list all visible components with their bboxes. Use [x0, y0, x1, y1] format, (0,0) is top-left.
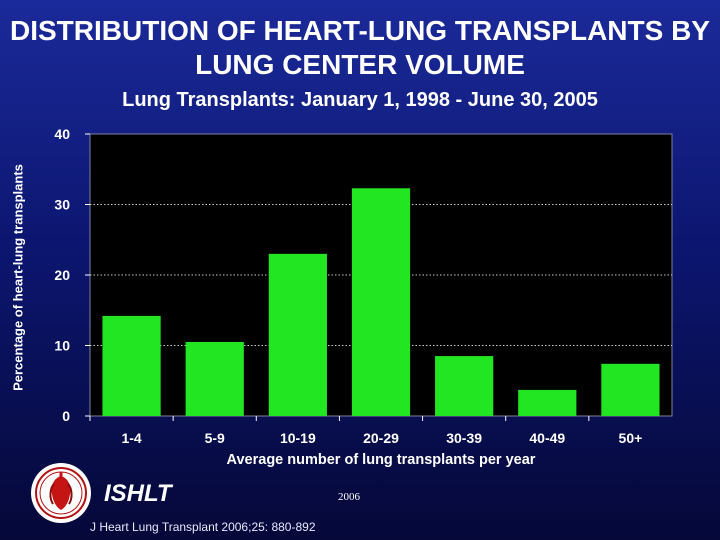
bar [185, 341, 244, 416]
bar [435, 356, 494, 416]
y-tick-label: 40 [54, 126, 70, 142]
bar [518, 389, 577, 416]
bar [102, 315, 161, 416]
bar [268, 253, 327, 416]
x-tick-label: 50+ [619, 430, 643, 446]
organization-name: ISHLT [104, 480, 172, 507]
x-tick-label: 1-4 [121, 430, 141, 446]
x-tick-label: 40-49 [529, 430, 565, 446]
y-tick-label: 0 [62, 408, 70, 424]
y-tick-label: 30 [54, 197, 70, 213]
chart-title: DISTRIBUTION OF HEART-LUNG TRANSPLANTS B… [10, 15, 710, 80]
ishlt-seal-logo-icon [31, 463, 91, 523]
y-tick-label: 10 [54, 338, 70, 354]
x-axis-label: Average number of lung transplants per y… [226, 452, 536, 468]
citation: J Heart Lung Transplant 2006;25: 880-892 [90, 520, 316, 534]
chart-subtitle: Lung Transplants: January 1, 1998 - June… [122, 89, 598, 111]
x-tick-label: 30-39 [446, 430, 482, 446]
publication-year: 2006 [338, 491, 360, 503]
x-tick-label: 5-9 [205, 430, 225, 446]
x-tick-label: 10-19 [280, 430, 316, 446]
bar [351, 188, 411, 416]
bar [601, 363, 660, 416]
x-tick-label: 20-29 [363, 430, 399, 446]
y-axis-label: Percentage of heart-lung transplants [10, 164, 26, 391]
y-tick-label: 20 [54, 267, 70, 283]
